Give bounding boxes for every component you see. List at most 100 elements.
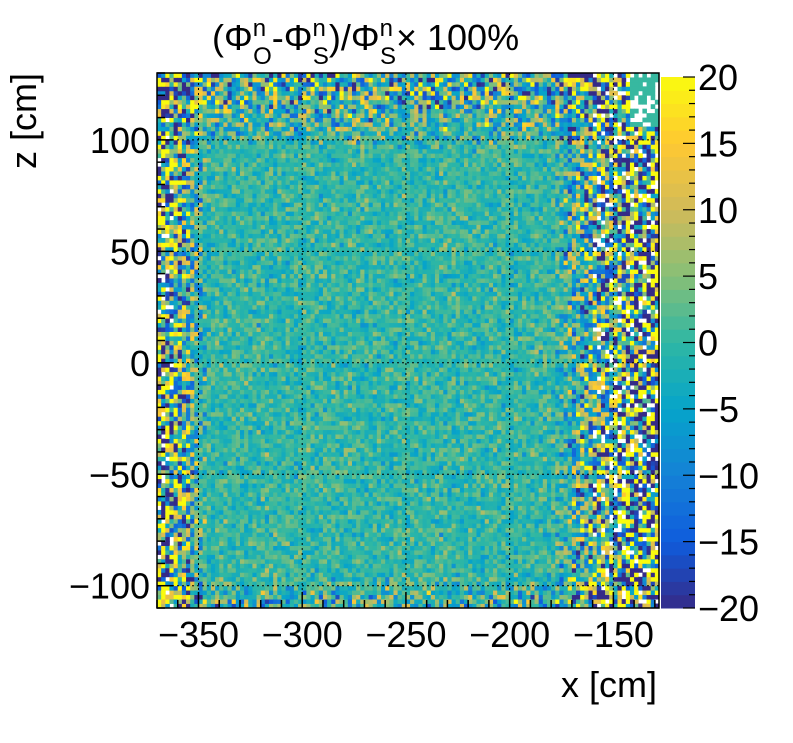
heatmap-cell bbox=[231, 509, 237, 515]
heatmap-cell bbox=[202, 291, 208, 297]
heatmap-cell bbox=[227, 126, 233, 132]
heatmap-cell bbox=[252, 367, 257, 373]
heatmap-cell bbox=[314, 331, 320, 337]
heatmap-cell bbox=[289, 336, 295, 341]
heatmap-cell bbox=[273, 344, 278, 350]
heatmap-cell bbox=[256, 331, 262, 337]
heatmap-cell bbox=[219, 229, 224, 234]
heatmap-cell bbox=[198, 340, 204, 346]
heatmap-cell bbox=[198, 99, 204, 105]
heatmap-cell bbox=[177, 429, 183, 435]
heatmap-cell bbox=[260, 175, 266, 181]
heatmap-cell bbox=[252, 572, 257, 578]
heatmap-cell bbox=[285, 304, 291, 310]
heatmap-cell bbox=[314, 371, 320, 377]
heatmap-cell bbox=[227, 251, 233, 257]
heatmap-cell bbox=[264, 362, 270, 368]
heatmap-cell bbox=[223, 420, 228, 426]
heatmap-cell bbox=[173, 282, 179, 288]
heatmap-cell bbox=[318, 304, 324, 310]
heatmap-cell bbox=[298, 135, 303, 141]
heatmap-cell bbox=[223, 590, 228, 596]
heatmap-cell bbox=[302, 518, 307, 524]
heatmap-cell bbox=[190, 353, 195, 359]
heatmap-cell bbox=[210, 523, 216, 529]
heatmap-cell bbox=[322, 581, 328, 587]
heatmap-cell bbox=[264, 282, 270, 288]
heatmap-cell bbox=[181, 104, 187, 110]
heatmap-cell bbox=[306, 255, 311, 261]
heatmap-cell bbox=[161, 304, 166, 310]
heatmap-cell bbox=[264, 251, 270, 257]
heatmap-cell bbox=[318, 398, 324, 404]
heatmap-cell bbox=[190, 237, 195, 243]
heatmap-cell bbox=[281, 295, 287, 301]
heatmap-cell bbox=[273, 202, 278, 208]
heatmap-cell bbox=[177, 576, 183, 582]
heatmap-cell bbox=[206, 242, 212, 248]
heatmap-cell bbox=[281, 532, 287, 538]
heatmap-cell bbox=[281, 483, 287, 489]
heatmap-cell bbox=[181, 304, 187, 310]
heatmap-cell bbox=[227, 380, 233, 386]
heatmap-cell bbox=[327, 197, 332, 203]
heatmap-cell bbox=[198, 367, 204, 373]
heatmap-cell bbox=[223, 246, 228, 252]
heatmap-cell bbox=[169, 246, 174, 252]
heatmap-cell bbox=[244, 558, 249, 564]
heatmap-cell bbox=[302, 460, 307, 466]
heatmap-cell bbox=[227, 197, 233, 203]
heatmap-cell bbox=[231, 188, 237, 194]
heatmap-cell bbox=[248, 304, 253, 310]
heatmap-cell bbox=[260, 135, 266, 141]
heatmap-cell bbox=[227, 344, 233, 350]
heatmap-cell bbox=[260, 385, 266, 390]
heatmap-cell bbox=[215, 505, 220, 511]
heatmap-cell bbox=[239, 554, 245, 560]
heatmap-cell bbox=[285, 336, 291, 341]
heatmap-cell bbox=[269, 130, 274, 136]
heatmap-cell bbox=[181, 541, 187, 546]
heatmap-cell bbox=[293, 567, 299, 573]
heatmap-cell bbox=[190, 77, 195, 83]
heatmap-cell bbox=[165, 362, 170, 368]
heatmap-cell bbox=[322, 251, 328, 257]
heatmap-cell bbox=[310, 242, 316, 248]
heatmap-cell bbox=[186, 394, 191, 399]
heatmap-cell bbox=[186, 157, 191, 163]
heatmap-cell bbox=[173, 336, 179, 341]
heatmap-cell bbox=[298, 536, 303, 542]
heatmap-cell bbox=[231, 122, 237, 127]
heatmap-cell bbox=[293, 532, 299, 538]
heatmap-cell bbox=[161, 269, 166, 275]
heatmap-cell bbox=[260, 282, 266, 288]
heatmap-cell bbox=[239, 171, 245, 176]
heatmap-cell bbox=[318, 122, 324, 127]
heatmap-cell bbox=[215, 113, 220, 118]
heatmap-cell bbox=[219, 291, 224, 297]
heatmap-cell bbox=[327, 157, 332, 163]
heatmap-cell bbox=[281, 171, 287, 176]
heatmap-cell bbox=[318, 73, 324, 78]
heatmap-cell bbox=[256, 215, 262, 221]
heatmap-cell bbox=[264, 99, 270, 105]
heatmap-cell bbox=[202, 434, 208, 439]
heatmap-cell bbox=[202, 576, 208, 582]
heatmap-cell bbox=[322, 242, 328, 248]
heatmap-cell bbox=[244, 130, 249, 136]
heatmap-cell bbox=[215, 224, 220, 230]
heatmap-cell bbox=[264, 576, 270, 582]
heatmap-cell bbox=[306, 434, 311, 439]
heatmap-cell bbox=[244, 394, 249, 399]
heatmap-cell bbox=[285, 318, 291, 324]
heatmap-cell bbox=[285, 385, 291, 390]
heatmap-cell bbox=[194, 576, 199, 582]
heatmap-cell bbox=[235, 385, 241, 390]
heatmap-cell bbox=[165, 567, 170, 573]
heatmap-cell bbox=[248, 567, 253, 573]
heatmap-cell bbox=[231, 385, 237, 390]
heatmap-cell bbox=[302, 554, 307, 560]
heatmap-cell bbox=[157, 380, 162, 386]
heatmap-cell bbox=[231, 73, 237, 78]
heatmap-cell bbox=[210, 509, 216, 515]
